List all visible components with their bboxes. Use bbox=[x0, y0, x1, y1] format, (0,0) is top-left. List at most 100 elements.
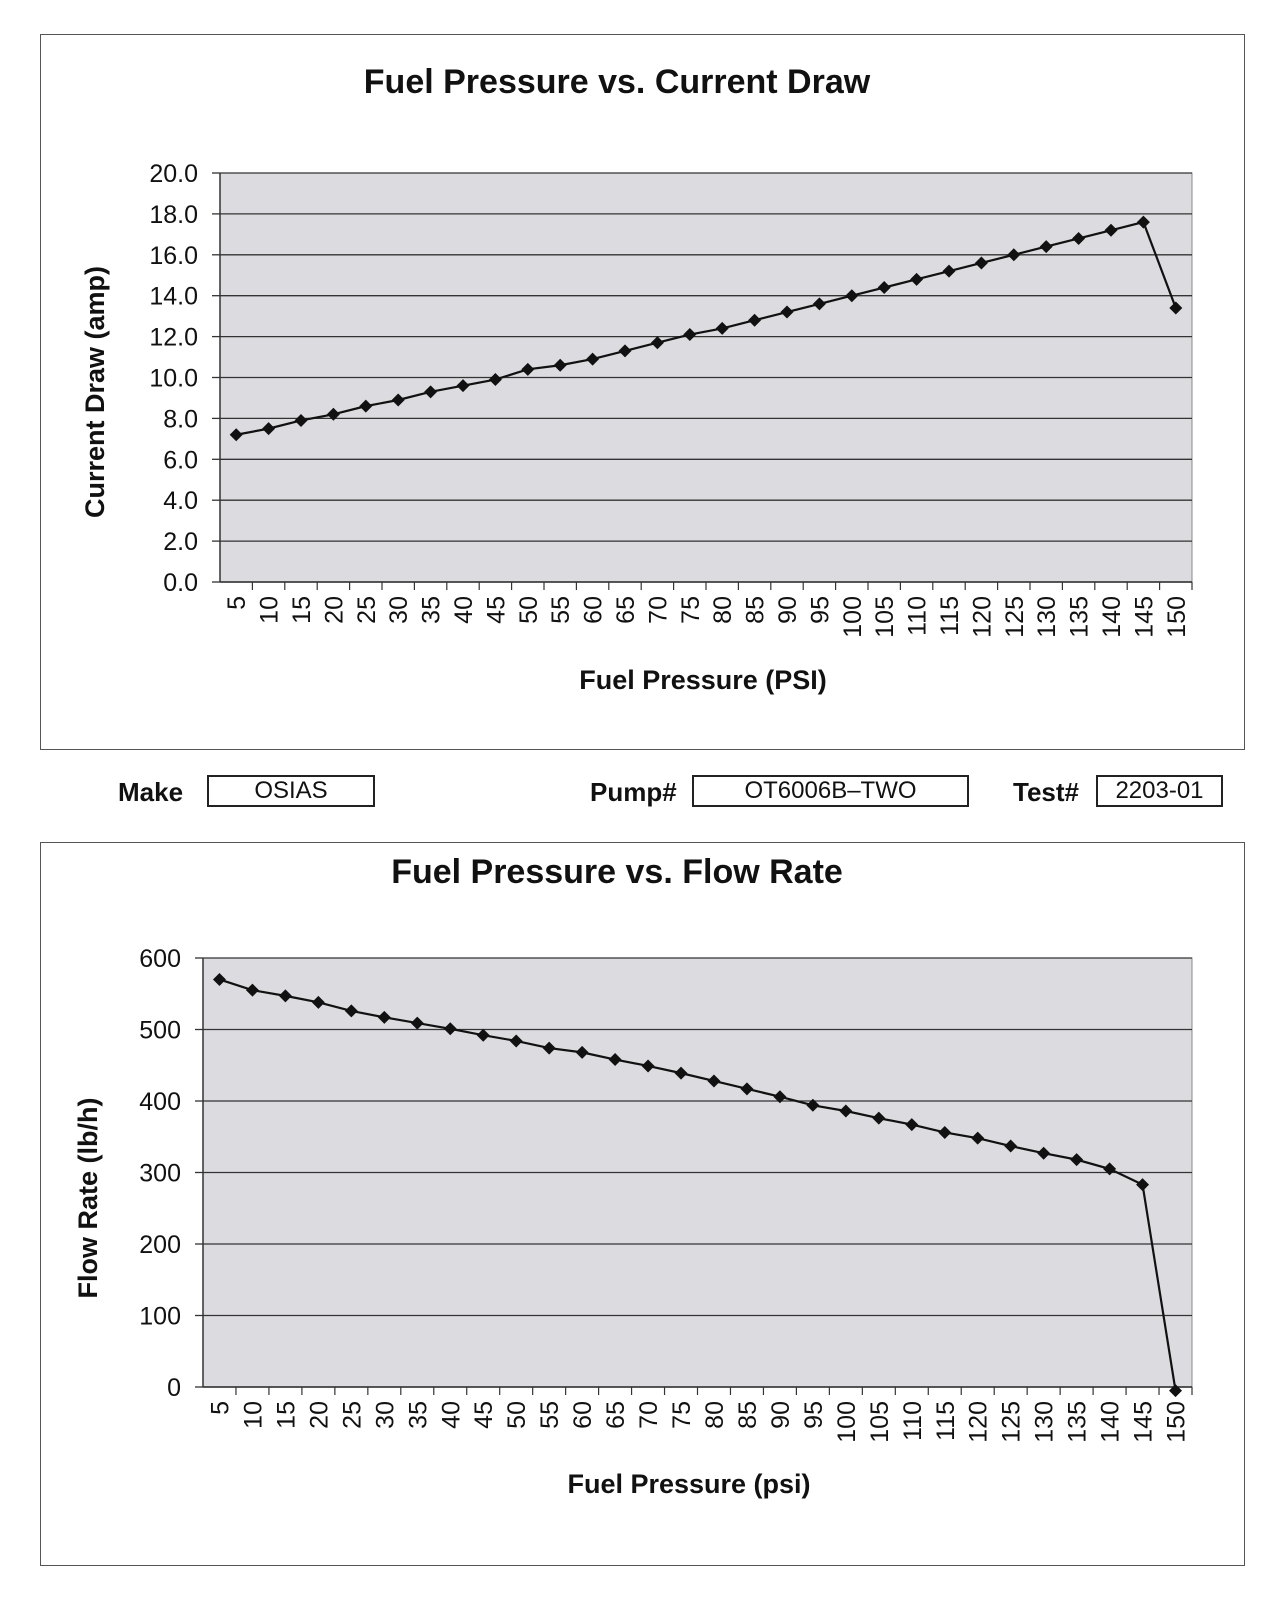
y-tick-label: 0.0 bbox=[163, 569, 198, 597]
data-point-marker bbox=[359, 399, 373, 413]
x-tick-label: 55 bbox=[536, 1401, 564, 1429]
data-point-marker bbox=[278, 989, 292, 1003]
x-tick-label: 35 bbox=[404, 1401, 432, 1429]
data-point-marker bbox=[780, 305, 794, 319]
y-tick-label: 8.0 bbox=[163, 405, 198, 433]
data-point-marker bbox=[618, 344, 632, 358]
y-tick-label: 16.0 bbox=[149, 242, 198, 270]
x-tick-label: 10 bbox=[256, 596, 284, 624]
data-point-marker bbox=[608, 1053, 622, 1067]
make-field: OSIAS bbox=[207, 775, 375, 807]
x-tick-label: 60 bbox=[580, 596, 608, 624]
data-point-marker bbox=[586, 352, 600, 366]
data-point-marker bbox=[707, 1074, 721, 1088]
make-label: Make bbox=[118, 777, 184, 807]
x-tick-label: 100 bbox=[839, 596, 867, 638]
data-point-marker bbox=[1072, 231, 1086, 245]
x-tick-label: 55 bbox=[547, 596, 575, 624]
flow-rate-chart-panel: Fuel Pressure vs. Flow Rate 0 100 200 300 400… bbox=[40, 842, 1245, 1566]
data-point-marker bbox=[905, 1118, 919, 1132]
x-tick-label: 140 bbox=[1097, 1401, 1125, 1443]
x-tick-label: 140 bbox=[1098, 596, 1126, 638]
data-point-marker bbox=[877, 281, 891, 295]
y-tick-label: 300 bbox=[139, 1160, 181, 1188]
x-tick-label: 135 bbox=[1066, 596, 1094, 638]
x-tick-label: 20 bbox=[305, 1401, 333, 1429]
data-point-marker bbox=[1136, 215, 1150, 229]
x-tick-label: 10 bbox=[239, 1401, 267, 1429]
data-point-marker bbox=[1039, 240, 1053, 254]
data-point-marker bbox=[1169, 1384, 1183, 1398]
x-tick-label: 20 bbox=[320, 596, 348, 624]
data-point-marker bbox=[872, 1111, 886, 1125]
x-tick-label: 110 bbox=[904, 596, 932, 636]
x-tick-label: 45 bbox=[470, 1401, 498, 1429]
x-tick-label: 105 bbox=[871, 596, 899, 638]
x-tick-label: 25 bbox=[353, 596, 381, 624]
x-tick-label: 70 bbox=[635, 1401, 663, 1429]
y-tick-label: 600 bbox=[139, 945, 181, 973]
data-point-marker bbox=[443, 1022, 457, 1036]
x-tick-label: 15 bbox=[272, 1401, 300, 1429]
data-point-marker bbox=[812, 297, 826, 311]
pump-field: OT6006B–TWO bbox=[692, 775, 969, 807]
data-point-marker bbox=[641, 1059, 655, 1073]
y-axis-title: Flow Rate (lb/h) bbox=[73, 1098, 103, 1299]
data-point-marker bbox=[974, 256, 988, 270]
x-tick-label: 125 bbox=[1001, 596, 1029, 638]
data-point-marker bbox=[294, 413, 308, 427]
y-tick-label: 4.0 bbox=[163, 487, 198, 515]
x-tick-label: 40 bbox=[450, 596, 478, 624]
data-point-marker bbox=[938, 1125, 952, 1139]
x-tick-label: 85 bbox=[742, 596, 770, 624]
x-tick-label: 65 bbox=[612, 596, 640, 624]
x-tick-label: 110 bbox=[899, 1401, 927, 1441]
data-point-marker bbox=[1007, 248, 1021, 262]
data-point-marker bbox=[488, 373, 502, 387]
x-tick-label: 145 bbox=[1130, 596, 1158, 638]
x-tick-label: 30 bbox=[371, 1401, 399, 1429]
y-tick-label: 2.0 bbox=[163, 528, 198, 556]
data-point-marker bbox=[542, 1041, 556, 1055]
x-tick-label: 90 bbox=[774, 596, 802, 624]
y-tick-label: 6.0 bbox=[163, 446, 198, 474]
x-tick-label: 50 bbox=[503, 1401, 531, 1429]
data-point-marker bbox=[326, 407, 340, 421]
data-point-marker bbox=[575, 1045, 589, 1059]
data-point-marker bbox=[424, 385, 438, 399]
data-point-marker bbox=[344, 1004, 358, 1018]
x-tick-label: 105 bbox=[866, 1401, 894, 1443]
y-axis-title: Current Draw (amp) bbox=[80, 266, 110, 518]
x-tick-label: 75 bbox=[668, 1401, 696, 1429]
data-point-marker bbox=[476, 1028, 490, 1042]
data-point-marker bbox=[839, 1104, 853, 1118]
x-tick-label: 15 bbox=[288, 596, 316, 624]
x-tick-label: 115 bbox=[936, 596, 964, 636]
data-point-marker bbox=[1037, 1146, 1051, 1160]
x-tick-label: 100 bbox=[833, 1401, 861, 1443]
data-point-marker bbox=[910, 272, 924, 286]
x-tick-label: 115 bbox=[932, 1401, 960, 1441]
data-point-marker bbox=[773, 1090, 787, 1104]
x-tick-label: 150 bbox=[1163, 596, 1191, 638]
y-tick-label: 500 bbox=[139, 1017, 181, 1045]
x-tick-label: 90 bbox=[767, 1401, 795, 1429]
data-point-marker bbox=[845, 289, 859, 303]
x-tick-label: 145 bbox=[1130, 1401, 1158, 1443]
current-draw-chart-panel: Fuel Pressure vs. Current Draw 0.0 2.0 4.0 6… bbox=[40, 34, 1245, 750]
x-tick-label: 50 bbox=[515, 596, 543, 624]
data-point-marker bbox=[806, 1098, 820, 1112]
data-point-marker bbox=[509, 1034, 523, 1048]
data-point-marker bbox=[229, 428, 243, 442]
x-axis-title: Fuel Pressure (PSI) bbox=[579, 665, 827, 695]
data-point-marker bbox=[391, 393, 405, 407]
x-tick-label: 30 bbox=[385, 596, 413, 624]
data-point-marker bbox=[553, 358, 567, 372]
data-point-marker bbox=[1004, 1139, 1018, 1153]
data-point-marker bbox=[456, 379, 470, 393]
y-tick-label: 100 bbox=[139, 1303, 181, 1331]
x-tick-label: 95 bbox=[806, 596, 834, 624]
x-tick-label: 150 bbox=[1163, 1401, 1191, 1443]
x-tick-label: 5 bbox=[206, 1401, 234, 1415]
y-tick-label: 200 bbox=[139, 1231, 181, 1259]
